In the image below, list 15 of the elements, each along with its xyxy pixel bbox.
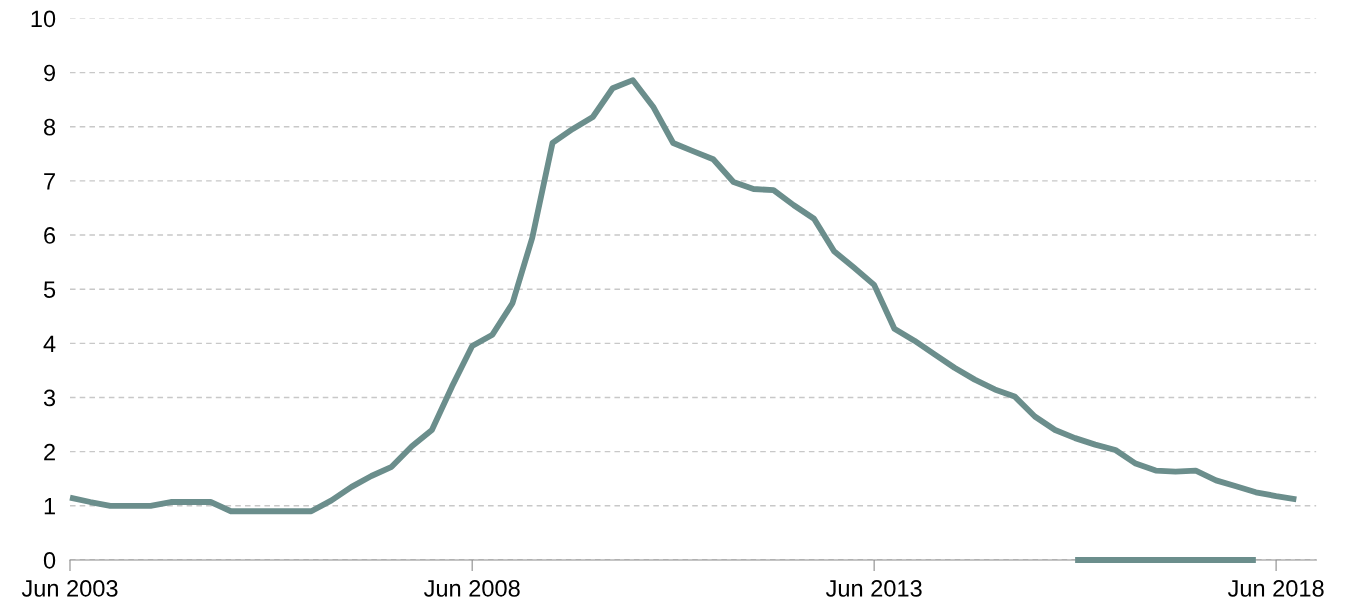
y-tick-label: 8 (44, 118, 56, 136)
y-tick-label: 1 (44, 498, 55, 515)
x-tick-label: Jun 2013 (825, 580, 922, 597)
x-tick-label: Jun 2003 (21, 580, 118, 597)
y-tick-label: 0 (43, 552, 56, 569)
y-tick-label: 9 (44, 64, 55, 82)
x-tick-label: Jun 2018 (1227, 580, 1324, 597)
y-tick-label: 5 (43, 281, 56, 298)
y-tick-label: 7 (44, 173, 55, 190)
y-tick-label: 6 (44, 227, 56, 244)
x-tick-label: Jun 2008 (423, 580, 520, 597)
y-tick-label: 4 (43, 335, 56, 352)
y-tick-label: 3 (43, 389, 56, 407)
y-tick-label: 10 (31, 10, 56, 28)
y-tick-label: 2 (44, 443, 55, 461)
